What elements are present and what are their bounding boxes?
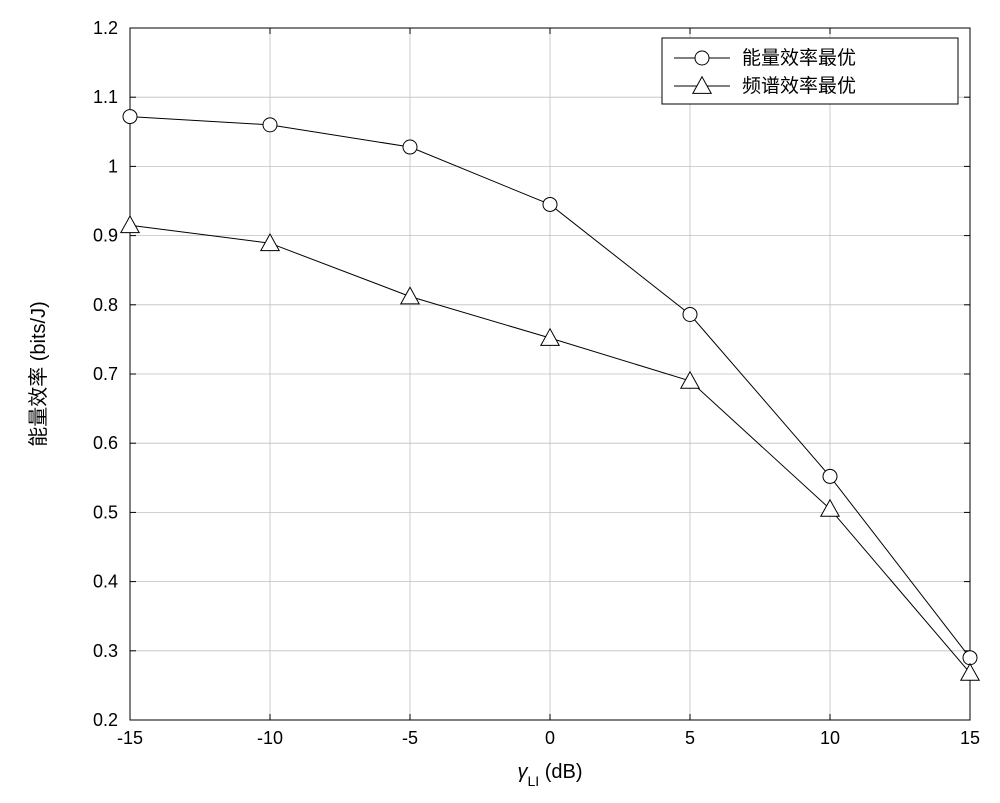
- y-tick-label: 0.4: [93, 572, 118, 592]
- x-axis-label: γLI (dB): [517, 761, 582, 789]
- x-tick-label: -15: [117, 728, 143, 748]
- y-tick-label: 1.1: [93, 87, 118, 107]
- y-tick-label: 1.2: [93, 18, 118, 38]
- x-tick-label: 0: [545, 728, 555, 748]
- chart-container: -15 -10 -5 0 5 10 15 0.2 0.3 0.4 0.5 0.6 0.7 0.8 0.9 1 1…: [0, 0, 1000, 803]
- x-tick-label: -5: [402, 728, 418, 748]
- legend-label: 频谱效率最优: [742, 75, 856, 97]
- y-tick-label: 0.3: [93, 641, 118, 661]
- y-axis-label: 能量效率 (bits/J): [27, 301, 50, 447]
- y-tick-label: 0.5: [93, 502, 118, 522]
- legend-label: 能量效率最优: [742, 47, 856, 69]
- legend: 能量效率最优频谱效率最优: [662, 38, 958, 104]
- x-tick-label: 15: [960, 728, 980, 748]
- x-tick-label: 5: [685, 728, 695, 748]
- y-tick-label: 0.7: [93, 364, 118, 384]
- y-tick-label: 0.8: [93, 295, 118, 315]
- y-tick-label: 0.6: [93, 433, 118, 453]
- y-tick-label: 1: [108, 156, 118, 176]
- x-tick-label: -10: [257, 728, 283, 748]
- y-tick-label: 0.9: [93, 226, 118, 246]
- y-tick-label: 0.2: [93, 710, 118, 730]
- x-tick-label: 10: [820, 728, 840, 748]
- line-chart: -15 -10 -5 0 5 10 15 0.2 0.3 0.4 0.5 0.6 0.7 0.8 0.9 1 1…: [0, 0, 1000, 803]
